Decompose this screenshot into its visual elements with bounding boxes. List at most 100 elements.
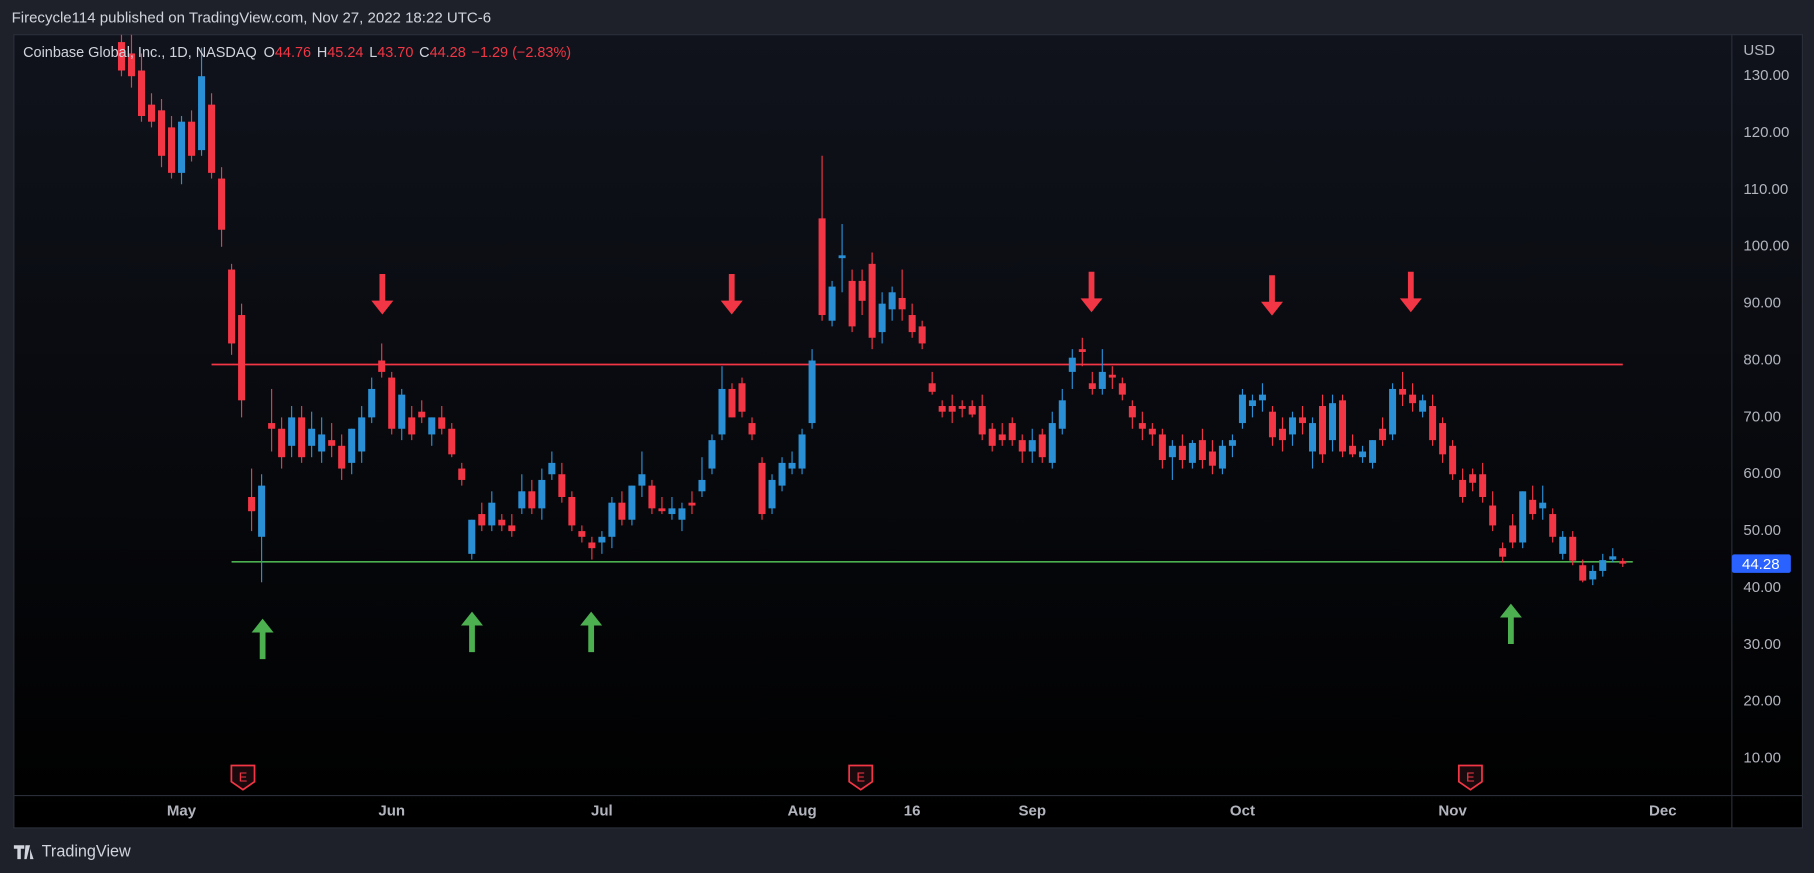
candle-body bbox=[168, 127, 176, 173]
candle-body bbox=[1519, 491, 1527, 543]
candle-body bbox=[1128, 406, 1136, 418]
x-tick-label: Jul bbox=[591, 803, 613, 820]
candle-body bbox=[378, 360, 386, 372]
candle-body bbox=[1579, 565, 1587, 581]
y-tick-label: 130.00 bbox=[1743, 67, 1789, 84]
x-tick-label: Jun bbox=[378, 803, 405, 820]
earnings-markers: E E E bbox=[230, 764, 1483, 791]
candle-body bbox=[1439, 423, 1447, 455]
candle-body bbox=[1058, 400, 1066, 429]
candle-body bbox=[1028, 440, 1036, 452]
candle-body bbox=[368, 388, 376, 418]
candle-body bbox=[1238, 394, 1246, 424]
candle-body bbox=[738, 383, 746, 412]
candle-body bbox=[1389, 388, 1397, 435]
candle-body bbox=[588, 542, 596, 549]
legend-value: 45.24 bbox=[327, 45, 363, 61]
candle-body bbox=[1178, 445, 1186, 461]
candle-body bbox=[408, 417, 416, 435]
candle-body bbox=[658, 508, 666, 512]
candle-body bbox=[468, 519, 476, 554]
candle-body bbox=[1319, 406, 1327, 455]
annotations: E E E bbox=[230, 271, 1522, 791]
y-tick-label: 100.00 bbox=[1743, 238, 1789, 255]
legend-key: O bbox=[264, 45, 275, 61]
candle-body bbox=[848, 280, 856, 327]
legend-key: H bbox=[317, 45, 327, 61]
candle-body bbox=[598, 536, 606, 543]
candle-body bbox=[518, 491, 526, 509]
up-arrow bbox=[580, 611, 603, 653]
candle-body bbox=[158, 110, 166, 156]
candle-body bbox=[1409, 394, 1417, 404]
candle-body bbox=[1589, 570, 1597, 580]
candle-body bbox=[788, 462, 796, 469]
candle-body bbox=[358, 417, 366, 452]
candle-body bbox=[1609, 556, 1617, 560]
plot bbox=[117, 34, 1633, 586]
y-tick-label: 70.00 bbox=[1743, 408, 1781, 425]
candle-body bbox=[538, 479, 546, 509]
candle-body bbox=[1469, 474, 1477, 483]
x-tick-label: Aug bbox=[787, 803, 816, 820]
candle-body bbox=[198, 76, 206, 151]
legend: Coinbase Global, Inc., 1D, NASDAQ O44.76 H… bbox=[23, 45, 571, 61]
candle-body bbox=[718, 388, 726, 435]
candle-body bbox=[238, 315, 246, 401]
candle-body bbox=[1148, 428, 1156, 435]
candle-body bbox=[1288, 417, 1296, 435]
candle-body bbox=[888, 292, 896, 310]
candle-body bbox=[608, 502, 616, 537]
candle-body bbox=[1569, 536, 1577, 561]
candle-body bbox=[1018, 440, 1026, 452]
candle-body bbox=[948, 406, 956, 412]
candle-body bbox=[978, 406, 986, 435]
candle-body bbox=[1268, 411, 1276, 438]
candle-body bbox=[1509, 525, 1517, 543]
y-tick-label: 80.00 bbox=[1743, 351, 1781, 368]
earnings-marker: E bbox=[856, 770, 864, 785]
candle-body bbox=[688, 502, 696, 506]
candle-body bbox=[1138, 423, 1146, 429]
candle-body bbox=[838, 255, 846, 259]
candle-body bbox=[1459, 479, 1467, 497]
y-tick-label: 20.00 bbox=[1743, 693, 1781, 710]
candle-body bbox=[568, 496, 576, 526]
candle-body bbox=[648, 485, 656, 509]
brand-logo bbox=[13, 845, 34, 860]
candle-body bbox=[1108, 374, 1116, 378]
candle-body bbox=[398, 394, 406, 429]
candle-body bbox=[1599, 560, 1607, 571]
candle-body bbox=[1339, 400, 1347, 452]
candle-body bbox=[638, 474, 646, 486]
candle-body bbox=[868, 263, 876, 338]
candle-body bbox=[1489, 505, 1497, 526]
x-tick-label: Nov bbox=[1438, 803, 1467, 820]
candle-body bbox=[548, 462, 556, 475]
y-tick-label: 30.00 bbox=[1743, 636, 1781, 653]
candle-body bbox=[178, 121, 186, 173]
candle-body bbox=[968, 406, 976, 415]
candle-body bbox=[628, 485, 636, 520]
y-tick-label: 50.00 bbox=[1743, 522, 1781, 539]
candle-body bbox=[1499, 548, 1507, 557]
candle-body bbox=[728, 388, 736, 418]
candle-body bbox=[137, 70, 145, 117]
candle-body bbox=[1218, 445, 1226, 469]
candle-body bbox=[528, 491, 536, 509]
candle-body bbox=[428, 417, 436, 435]
y-tick-label: 40.00 bbox=[1743, 579, 1781, 596]
down-arrows bbox=[371, 271, 1422, 316]
candle-body bbox=[558, 474, 566, 497]
candle-body bbox=[298, 417, 306, 458]
candle-body bbox=[898, 297, 906, 310]
candle-body bbox=[508, 525, 516, 532]
candle-body bbox=[1549, 514, 1557, 537]
candle-body bbox=[1198, 440, 1206, 461]
down-arrow bbox=[1261, 275, 1283, 316]
candle-body bbox=[828, 286, 836, 321]
y-tick-label: 110.00 bbox=[1743, 181, 1788, 198]
candle-body bbox=[1308, 423, 1317, 452]
currency: USD bbox=[1743, 42, 1775, 59]
